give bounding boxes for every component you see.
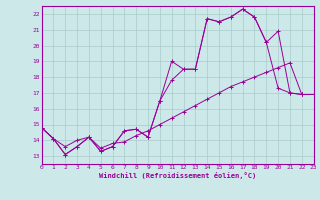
X-axis label: Windchill (Refroidissement éolien,°C): Windchill (Refroidissement éolien,°C)	[99, 172, 256, 179]
